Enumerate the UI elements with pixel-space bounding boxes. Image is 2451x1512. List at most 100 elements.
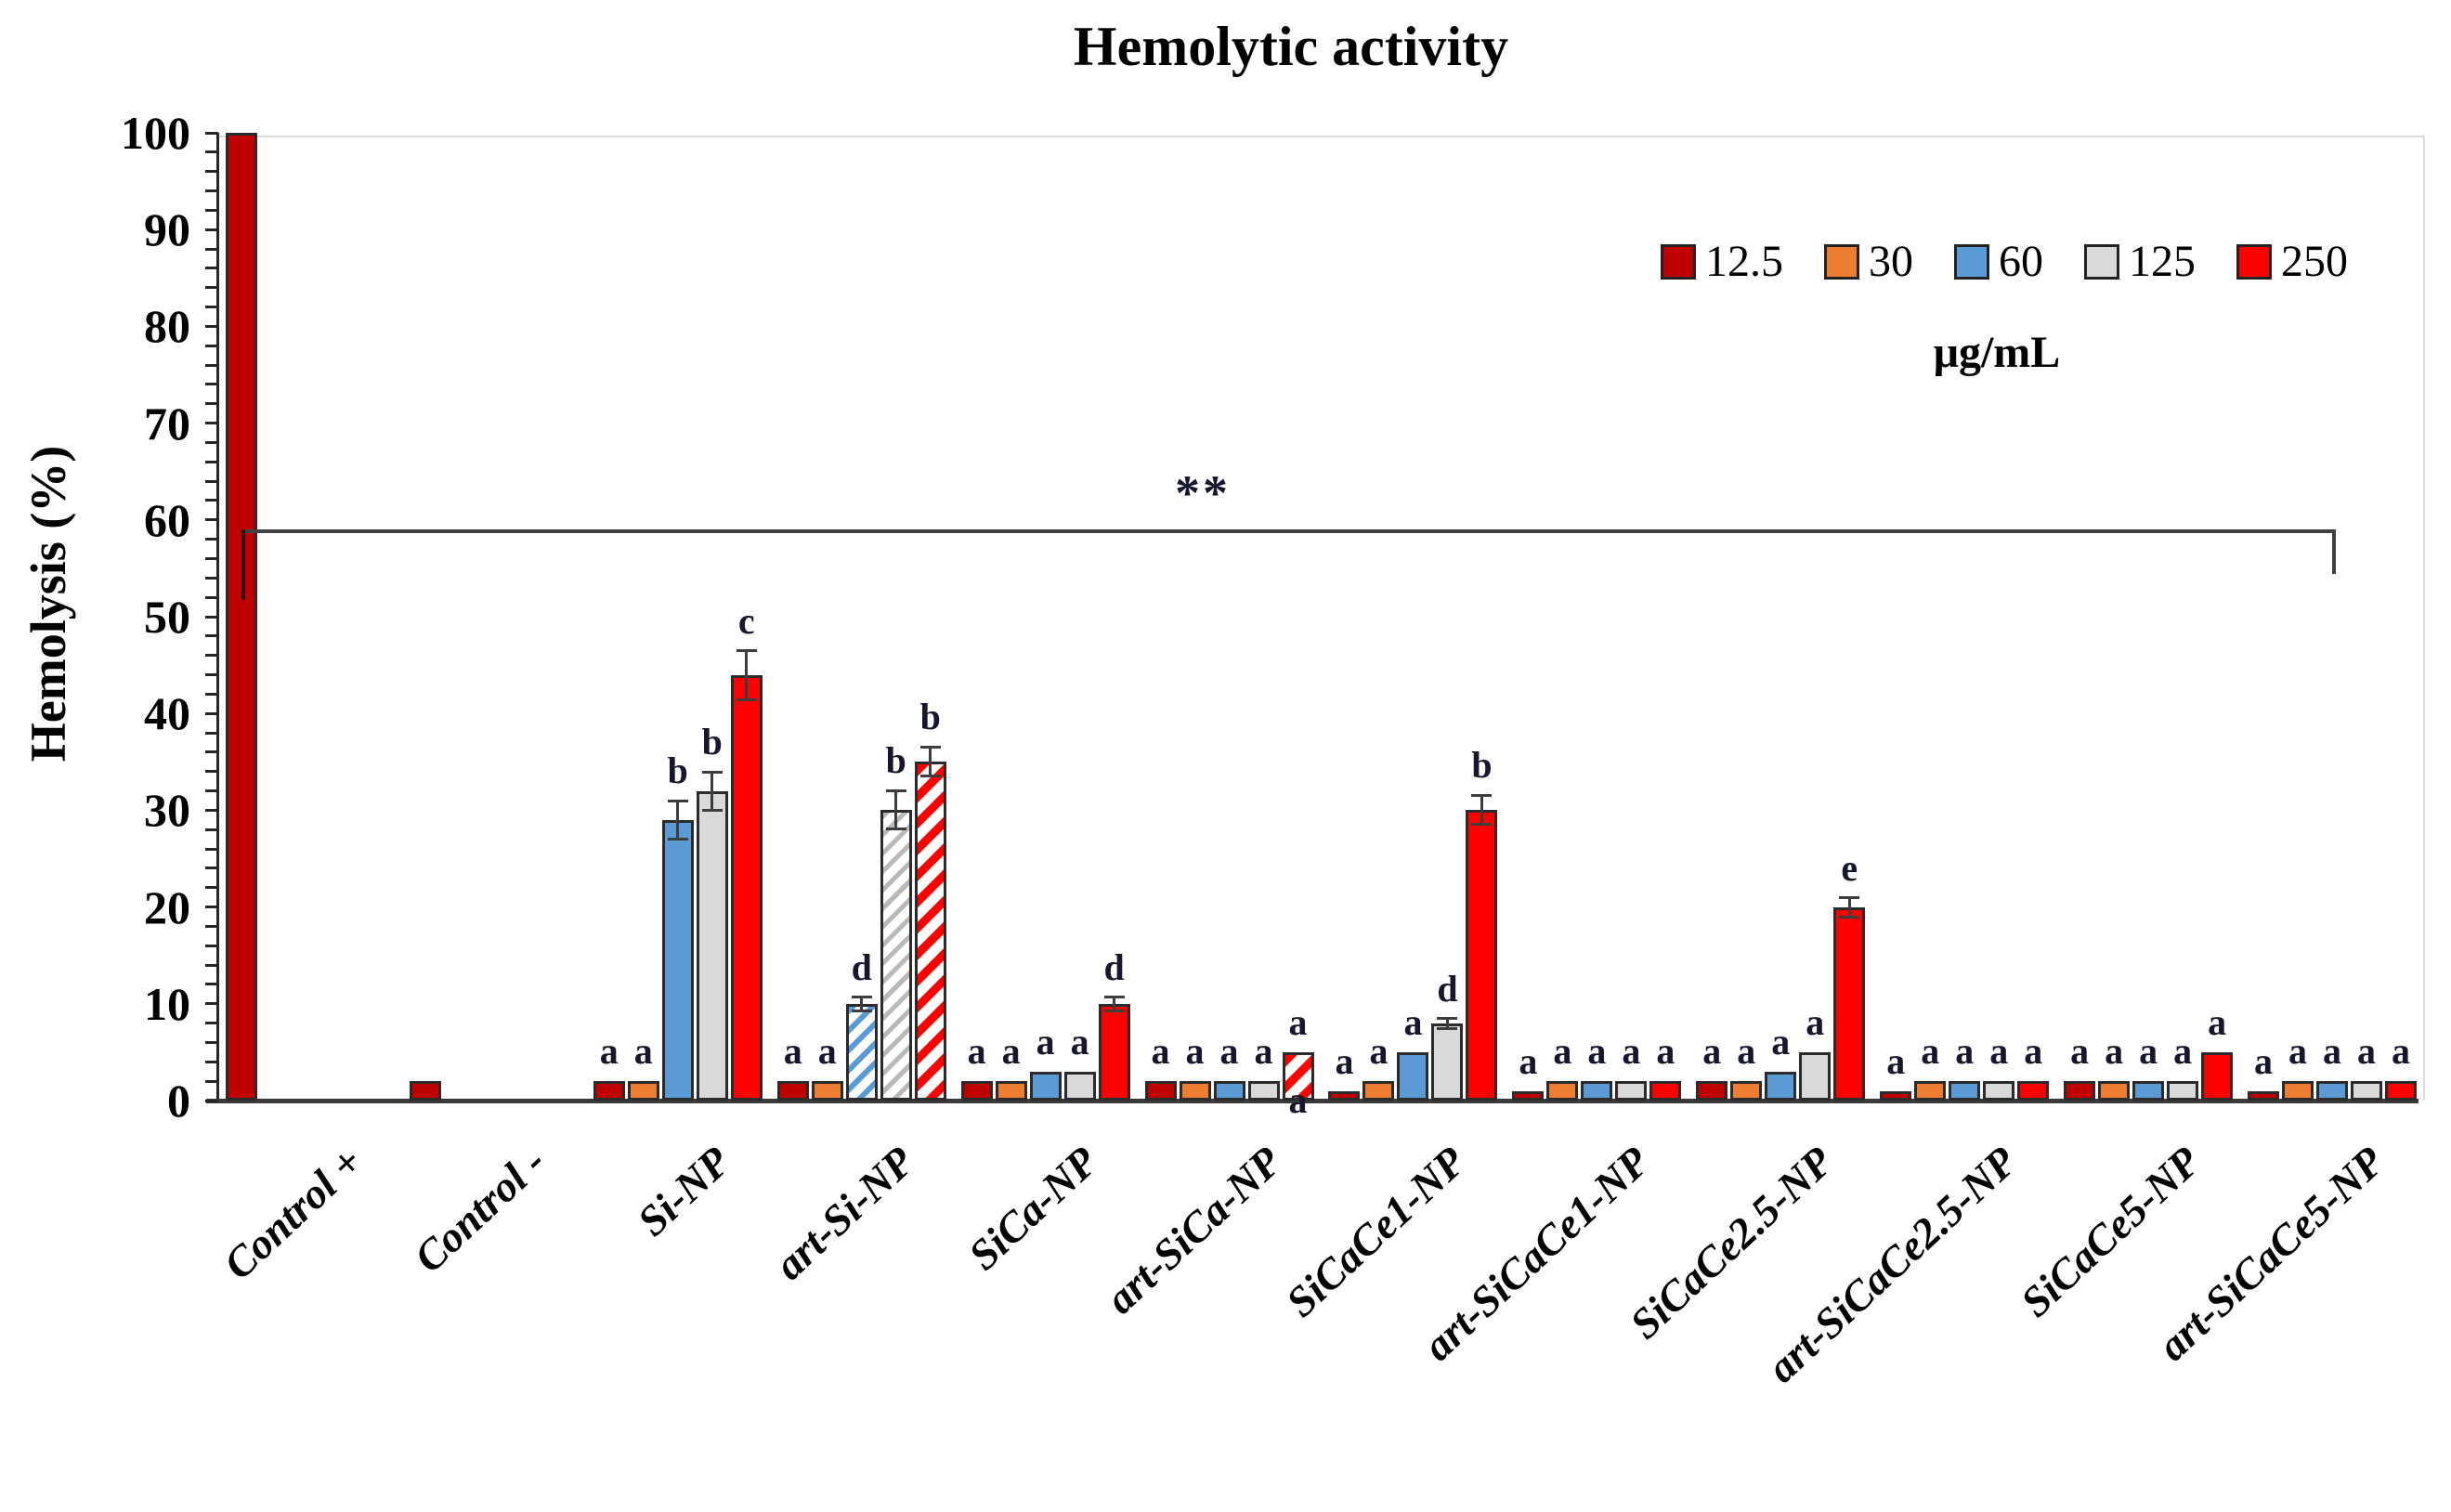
y-axis-tick bbox=[205, 576, 218, 580]
error-bar bbox=[929, 747, 932, 776]
error-bar-cap bbox=[919, 745, 941, 749]
error-bar bbox=[676, 801, 680, 840]
error-bar bbox=[1113, 997, 1116, 1011]
bar-art-Si-NP-12.5 bbox=[776, 1081, 809, 1101]
y-axis-tick bbox=[205, 615, 218, 619]
y-axis-tick bbox=[205, 886, 218, 890]
error-bar-cap bbox=[667, 799, 688, 802]
bar-letter-SiCa-NP-30: a bbox=[1001, 1030, 1021, 1072]
y-axis-tick bbox=[205, 924, 218, 928]
bar-letter-below-art-SiCa-NP: a bbox=[1288, 1079, 1308, 1121]
bar-letter-art-SiCaCe5-NP-60: a bbox=[2323, 1030, 2342, 1072]
y-axis-tick-label: 70 bbox=[144, 397, 190, 450]
bar-letter-SiCaCe5-NP-60: a bbox=[2139, 1030, 2158, 1072]
error-bar-cap bbox=[1471, 823, 1493, 827]
y-axis-tick-label: 60 bbox=[144, 493, 190, 546]
error-bar-cap bbox=[1437, 1026, 1458, 1030]
x-axis-label-Control +: Control + bbox=[214, 1137, 372, 1289]
y-axis-tick-label: 0 bbox=[167, 1075, 190, 1127]
bar-letter-SiCaCe1-NP-30: a bbox=[1369, 1030, 1388, 1072]
y-axis-tick bbox=[205, 731, 218, 735]
bar-SiCa-NP-12.5 bbox=[960, 1081, 993, 1101]
bar-art-SiCaCe2.5-NP-30 bbox=[1914, 1081, 1947, 1101]
error-bar-cap bbox=[1437, 1017, 1458, 1021]
legend-label-30: 30 bbox=[1869, 237, 1913, 286]
bar-letter-art-SiCaCe5-NP-250: a bbox=[2392, 1030, 2411, 1072]
y-axis-tick bbox=[205, 383, 218, 386]
bar-letter-art-Si-NP-250: b bbox=[919, 696, 941, 738]
error-bar bbox=[1445, 1018, 1449, 1029]
x-axis-label-Control -: Control - bbox=[405, 1137, 555, 1282]
error-bar-cap bbox=[1839, 915, 1860, 919]
bar-letter-SiCaCe2.5-NP-12.5: a bbox=[1702, 1030, 1722, 1072]
bar-SiCaCe5-NP-30 bbox=[2098, 1081, 2131, 1101]
error-bar-cap bbox=[701, 809, 723, 813]
bar-letter-art-Si-NP-125: b bbox=[885, 739, 906, 782]
bar-letter-art-SiCaCe1-NP-250: a bbox=[1656, 1030, 1675, 1072]
bar-letter-art-SiCa-NP-12.5: a bbox=[1151, 1030, 1170, 1072]
bar-SiCaCe5-NP-250 bbox=[2201, 1052, 2234, 1101]
y-axis-tick bbox=[205, 267, 218, 270]
bar-art-SiCaCe2.5-NP-125 bbox=[1983, 1081, 2015, 1101]
error-bar bbox=[745, 650, 749, 700]
error-bar bbox=[860, 997, 864, 1011]
bar-art-SiCaCe1-NP-12.5 bbox=[1512, 1091, 1545, 1101]
error-bar bbox=[1480, 795, 1483, 825]
y-axis-tick bbox=[205, 1099, 218, 1102]
y-axis-tick bbox=[205, 324, 218, 328]
bar-letter-SiCaCe2.5-NP-125: a bbox=[1806, 1001, 1825, 1043]
bar-art-Si-NP-250 bbox=[914, 762, 946, 1101]
bar-letter-SiCaCe1-NP-125: d bbox=[1437, 967, 1458, 1010]
y-axis-tick-label: 30 bbox=[144, 784, 190, 837]
bar-SiCaCe5-NP-125 bbox=[2167, 1081, 2199, 1101]
y-axis-tick-label: 80 bbox=[144, 300, 190, 353]
significance-bracket-left-hook bbox=[241, 529, 245, 601]
bar-letter-art-SiCa-NP-60: a bbox=[1219, 1030, 1239, 1072]
y-axis-tick bbox=[205, 402, 218, 406]
bar-art-SiCa-NP-30 bbox=[1179, 1081, 1211, 1101]
bar-letter-SiCaCe5-NP-12.5: a bbox=[2070, 1030, 2090, 1072]
significance-bracket bbox=[241, 529, 2337, 575]
y-axis-tick bbox=[205, 150, 218, 154]
error-bar-cap bbox=[1103, 996, 1125, 999]
legend-label-250: 250 bbox=[2281, 237, 2348, 286]
y-axis-tick bbox=[205, 1002, 218, 1006]
bar-letter-SiCaCe5-NP-125: a bbox=[2173, 1030, 2193, 1072]
bar-SiCa-NP-250 bbox=[1098, 1004, 1130, 1101]
bar-letter-art-Si-NP-12.5: a bbox=[783, 1030, 802, 1072]
bar-SiCaCe5-NP-60 bbox=[2132, 1081, 2165, 1101]
bar-letter-SiCaCe2.5-NP-60: a bbox=[1771, 1021, 1791, 1062]
y-axis-tick-label: 20 bbox=[144, 880, 190, 933]
bar-Control +-12.5 bbox=[225, 133, 257, 1101]
error-bar-cap bbox=[1471, 793, 1493, 797]
legend-swatch-12.5 bbox=[1661, 244, 1696, 280]
y-axis-tick-label: 50 bbox=[144, 591, 190, 643]
y-axis-tick bbox=[205, 286, 218, 290]
y-axis-tick bbox=[205, 306, 218, 309]
bar-art-SiCaCe2.5-NP-250 bbox=[2017, 1081, 2050, 1101]
bar-letter-art-SiCaCe1-NP-30: a bbox=[1553, 1030, 1572, 1072]
y-axis-tick bbox=[205, 538, 218, 541]
y-axis-tick bbox=[205, 131, 218, 135]
bar-SiCaCe1-NP-125 bbox=[1431, 1023, 1464, 1101]
bar-letter-SiCaCe2.5-NP-250: e bbox=[1841, 846, 1858, 889]
bar-art-SiCaCe2.5-NP-60 bbox=[1949, 1081, 1981, 1101]
y-axis-tick bbox=[205, 906, 218, 909]
x-axis-label-art-SiCa-NP: art-SiCa-NP bbox=[1096, 1137, 1291, 1323]
bar-Control --12.5 bbox=[409, 1081, 441, 1101]
legend-item-125: 125 bbox=[2084, 240, 2196, 284]
y-axis-tick bbox=[205, 983, 218, 986]
bar-SiCa-NP-60 bbox=[1029, 1072, 1062, 1101]
y-axis-tick bbox=[205, 344, 218, 347]
bar-letter-SiCa-NP-250: d bbox=[1103, 945, 1125, 988]
significance-stars: ** bbox=[1175, 465, 1231, 521]
bar-art-SiCa-NP-60 bbox=[1213, 1081, 1245, 1101]
y-axis-tick bbox=[205, 673, 218, 677]
bar-letter-art-SiCa-NP-125: a bbox=[1254, 1030, 1273, 1072]
plot-border-right bbox=[2423, 136, 2425, 1101]
x-axis-label-SiCa-NP: SiCa-NP bbox=[958, 1137, 1107, 1280]
bar-art-SiCa-NP-12.5 bbox=[1144, 1081, 1177, 1101]
bar-art-SiCaCe1-NP-30 bbox=[1546, 1081, 1579, 1101]
y-axis-tick bbox=[205, 944, 218, 947]
